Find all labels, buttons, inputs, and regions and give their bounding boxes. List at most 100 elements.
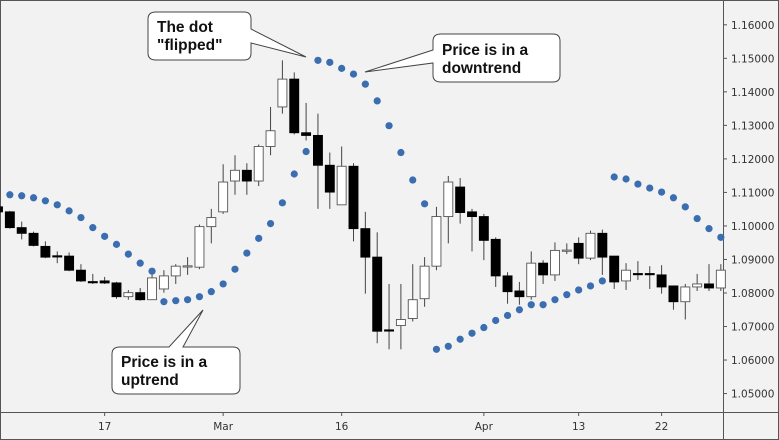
callout-text: The dot "flipped" (157, 19, 223, 54)
candle-body-up (419, 265, 430, 300)
candle-body-down (28, 232, 39, 246)
candle (384, 283, 394, 350)
callout-text: Price is in a downtrend (442, 42, 532, 77)
sar-dot (492, 316, 500, 325)
sar-dot (278, 199, 286, 207)
candle (301, 102, 312, 141)
candle (194, 224, 205, 270)
candle (478, 213, 489, 261)
sar-dot (539, 301, 547, 309)
sar-dot (705, 225, 713, 233)
sar-dot (6, 191, 14, 199)
callout-text: Price is in a uptrend (121, 354, 211, 389)
callout-flipped: The dot "flipped" (147, 11, 307, 61)
candle-body-up (277, 78, 288, 108)
candle (514, 281, 525, 305)
sar-dot (551, 296, 559, 304)
candle-body-up (715, 269, 726, 289)
candle (490, 237, 501, 287)
x-tick-label: 17 (98, 421, 111, 433)
candle-body-up (407, 299, 418, 319)
callout-downtrend: Price is in a downtrend (364, 33, 561, 83)
candle-body-up (230, 169, 240, 182)
candle-body-up (550, 249, 560, 276)
candle-body-down (597, 232, 608, 258)
sar-dot (515, 306, 524, 314)
sar-dot (586, 282, 595, 290)
candle-body-up (621, 269, 631, 282)
sar-dot (693, 214, 701, 223)
candle (147, 272, 158, 301)
candle-body-down (609, 255, 620, 283)
sar-dot (314, 56, 322, 64)
candle (277, 60, 288, 114)
candle (395, 283, 406, 350)
candle-body-up (680, 286, 691, 303)
candle (265, 106, 276, 156)
sar-dot (681, 203, 689, 211)
sar-dot (184, 296, 192, 304)
candle (336, 146, 347, 206)
candle (680, 283, 691, 320)
y-tick-label: 1.10000 (731, 221, 774, 233)
sar-dot (456, 335, 464, 343)
candle-body-down (40, 245, 51, 258)
callout-bubble (364, 33, 561, 83)
candle (348, 163, 359, 242)
sar-dot (231, 265, 239, 273)
candle-body-down (348, 165, 359, 230)
callout-line: downtrend (442, 60, 521, 77)
candle-body-up (170, 265, 181, 277)
candle (526, 251, 537, 300)
candle-body-down (372, 256, 383, 332)
sar-dot (503, 311, 512, 320)
y-tick-label: 1.16000 (731, 20, 774, 32)
sar-dot (302, 147, 310, 156)
candle-body-down (656, 274, 667, 288)
sar-dot (29, 194, 38, 202)
sar-dot (409, 176, 417, 184)
candle-body-up (585, 232, 596, 259)
candle (360, 211, 371, 294)
sar-dot (622, 175, 630, 183)
candle-body-down (538, 262, 549, 276)
x-tick-label: 13 (572, 421, 585, 433)
candle (64, 252, 75, 272)
y-tick-label: 1.06000 (731, 355, 774, 367)
sar-dot (575, 286, 583, 294)
x-tick-label: 22 (655, 421, 668, 433)
candle-body-down (87, 281, 98, 284)
candle (644, 266, 655, 289)
candle (407, 264, 418, 322)
candle (16, 221, 27, 240)
candle-body-up (443, 181, 454, 218)
candle-body-down (241, 169, 252, 182)
x-tick-label: Mar (213, 421, 233, 433)
candle (230, 155, 240, 195)
candle (538, 260, 549, 284)
y-tick-label: 1.09000 (731, 254, 774, 266)
sar-dot (373, 97, 381, 105)
sar-dot (432, 345, 441, 353)
sar-dot (172, 297, 180, 305)
candle (704, 264, 714, 291)
candle (692, 273, 703, 291)
candle (467, 208, 477, 252)
candle (443, 175, 454, 244)
candle-body-down (514, 290, 525, 298)
candle (123, 289, 134, 300)
sar-dot (717, 233, 725, 241)
candle-body-down (384, 329, 394, 332)
candle (4, 210, 15, 229)
candle-body-down (467, 211, 477, 218)
sar-dot (136, 259, 144, 267)
candle (135, 287, 146, 301)
candle (502, 272, 513, 304)
candle (182, 257, 193, 275)
callout-bubble (147, 11, 307, 61)
candle (561, 243, 572, 255)
sar-dot (243, 249, 251, 257)
candle-body-down (455, 186, 466, 213)
candle-body-down (502, 275, 513, 293)
